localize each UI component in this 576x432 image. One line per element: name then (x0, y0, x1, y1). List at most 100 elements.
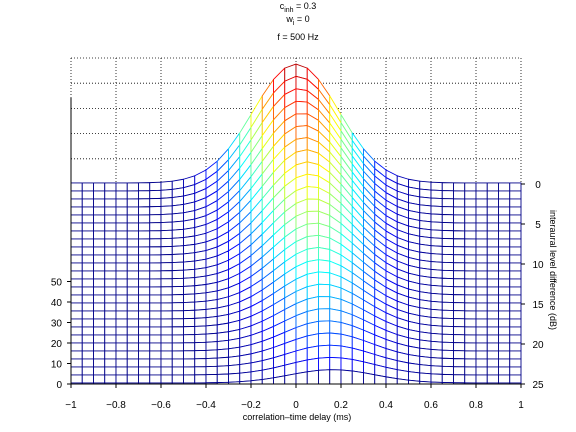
surface-cell (441, 214, 454, 224)
surface-cell (498, 182, 511, 192)
surface-cell (115, 222, 128, 232)
surface-cell (126, 214, 139, 224)
surface-cell (126, 302, 139, 312)
surface-cell (160, 350, 173, 360)
surface-cell (441, 261, 454, 272)
surface-cell (70, 318, 83, 328)
surface-cell (70, 254, 83, 264)
surface-cell (475, 374, 488, 384)
surface-cell (93, 342, 106, 352)
surface-cell (498, 222, 511, 232)
surface-cell (430, 373, 443, 383)
surface-cell (486, 342, 499, 352)
surface-cell (171, 261, 184, 272)
surface-cell (498, 342, 511, 352)
surface-cell (126, 254, 139, 264)
surface-cell (160, 286, 173, 296)
surface-cell (149, 334, 162, 344)
surface-cell (93, 246, 106, 256)
surface-cell (149, 205, 162, 216)
surface-cell (115, 334, 128, 344)
surface-cell (160, 334, 173, 344)
surface-cell (171, 350, 184, 360)
surface-cell (160, 188, 173, 199)
surface-cell (81, 270, 94, 280)
surface-cell (138, 222, 151, 232)
surface-cell (138, 318, 151, 328)
surface-cell (441, 357, 454, 368)
surface-cell (216, 339, 229, 351)
surface-cell (430, 189, 443, 200)
surface-cell (205, 332, 218, 343)
surface-cell (149, 326, 162, 336)
surface-cell (149, 286, 162, 296)
surface-cell (475, 246, 488, 256)
surface-cell (126, 342, 139, 352)
surface-cell (104, 286, 117, 296)
surface-cell (160, 205, 173, 215)
surface-cell (81, 302, 94, 312)
surface-cell (171, 253, 184, 264)
surface-cell (171, 285, 184, 296)
surface-cell (115, 230, 128, 240)
surface-cell (498, 246, 511, 256)
surface-cell (70, 286, 83, 296)
surface-cell (126, 366, 139, 376)
surface-cell (509, 230, 522, 240)
surface-cell (104, 254, 117, 264)
surface-cell (149, 197, 162, 208)
surface-cell (205, 357, 218, 368)
surface-cell (318, 246, 331, 262)
surface-cell (464, 230, 477, 240)
surface-cell (509, 310, 522, 320)
surface-cell (160, 262, 173, 272)
surface-cell (171, 294, 184, 304)
x-tick-label: 1 (518, 400, 524, 411)
surface-cell (509, 278, 522, 288)
surface-cell (126, 278, 139, 288)
surface-cell (408, 371, 421, 382)
surface-cell (115, 366, 128, 376)
surface-cell (464, 326, 477, 336)
surface-cell (486, 358, 499, 368)
surface-cell (205, 374, 218, 384)
surface-cell (81, 254, 94, 264)
surface-cell (104, 270, 117, 280)
surface-cell (464, 206, 477, 216)
ild-tick-label: 20 (532, 340, 544, 351)
surface-cell (104, 190, 117, 200)
surface-cell (498, 262, 511, 272)
surface-cell (306, 234, 319, 250)
surface-cell (104, 374, 117, 384)
surface-cell (70, 246, 83, 256)
surface-cell (486, 366, 499, 376)
surface-cell (430, 348, 443, 359)
surface-cell (81, 334, 94, 344)
surface-cell (138, 286, 151, 296)
surface-cell (475, 270, 488, 280)
surface-cell (441, 190, 454, 200)
surface-cell (419, 180, 432, 191)
surface-cell (430, 357, 443, 367)
surface-cell (149, 270, 162, 280)
surface-cell (486, 254, 499, 264)
surface-cell (306, 186, 319, 200)
surface-cell (306, 222, 319, 238)
surface-cell (205, 365, 218, 376)
surface-cell (430, 181, 443, 192)
ild-tick-label: 25 (532, 380, 544, 391)
surface-cell (149, 189, 162, 200)
surface-cell (453, 206, 466, 216)
x-tick-label: −0.2 (241, 400, 261, 411)
surface-cell (453, 326, 466, 336)
surface-cell (239, 371, 252, 383)
surface-cell (441, 222, 454, 232)
surface-cell (475, 310, 488, 320)
surface-cell (464, 270, 477, 280)
surface-cell (486, 222, 499, 232)
surface-cell (441, 229, 454, 240)
surface-cell (138, 262, 151, 272)
surface-cell (475, 366, 488, 376)
surface-cell (430, 253, 443, 263)
surface-cell (306, 198, 319, 212)
